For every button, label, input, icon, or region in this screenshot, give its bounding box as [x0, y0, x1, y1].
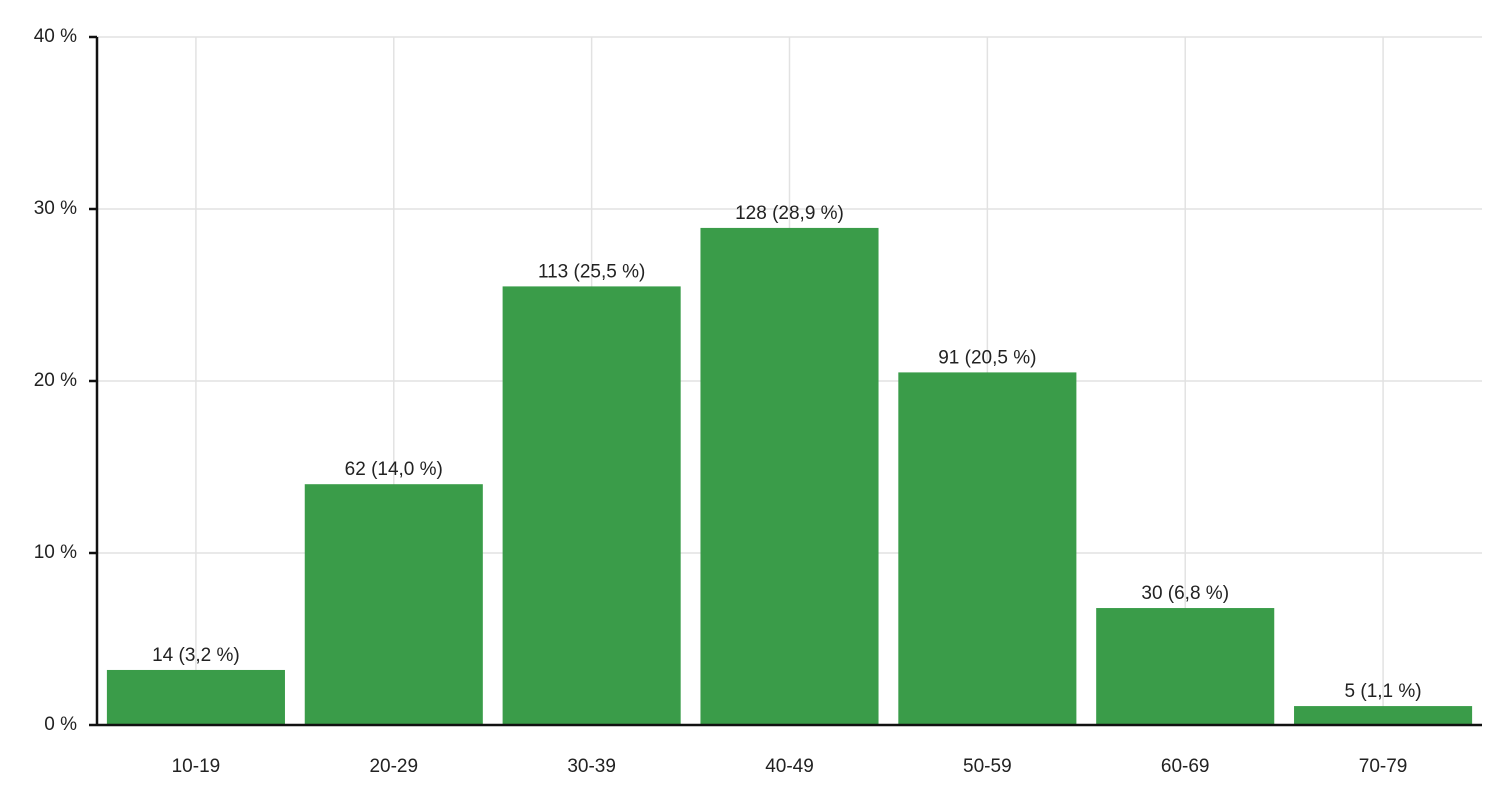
- value-label: 113 (25,5 %): [538, 261, 645, 282]
- x-tick-label: 50-59: [963, 756, 1012, 777]
- bar: [1294, 706, 1473, 725]
- bar: [700, 227, 879, 726]
- x-tick-label: 30-39: [567, 756, 616, 777]
- y-tick-label: 20 %: [34, 370, 77, 391]
- bar: [898, 372, 1077, 725]
- x-tick-label: 70-79: [1359, 756, 1408, 777]
- y-tick-label: 0 %: [44, 714, 77, 735]
- y-tick-label: 10 %: [34, 542, 77, 563]
- value-label: 62 (14,0 %): [345, 459, 443, 480]
- value-label: 5 (1,1 %): [1345, 681, 1422, 702]
- y-tick-label: 40 %: [34, 26, 77, 47]
- bar: [1096, 608, 1275, 725]
- x-tick-label: 20-29: [369, 756, 418, 777]
- x-tick-label: 40-49: [765, 756, 814, 777]
- x-tick-label: 10-19: [172, 756, 221, 777]
- bar: [304, 484, 483, 725]
- value-label: 14 (3,2 %): [152, 645, 240, 666]
- bar: [106, 669, 285, 725]
- x-tick-label: 60-69: [1161, 756, 1210, 777]
- bar: [502, 286, 681, 725]
- y-tick-label: 30 %: [34, 198, 77, 219]
- value-label: 30 (6,8 %): [1141, 583, 1229, 604]
- value-label: 91 (20,5 %): [938, 347, 1036, 368]
- value-label: 128 (28,9 %): [735, 203, 844, 224]
